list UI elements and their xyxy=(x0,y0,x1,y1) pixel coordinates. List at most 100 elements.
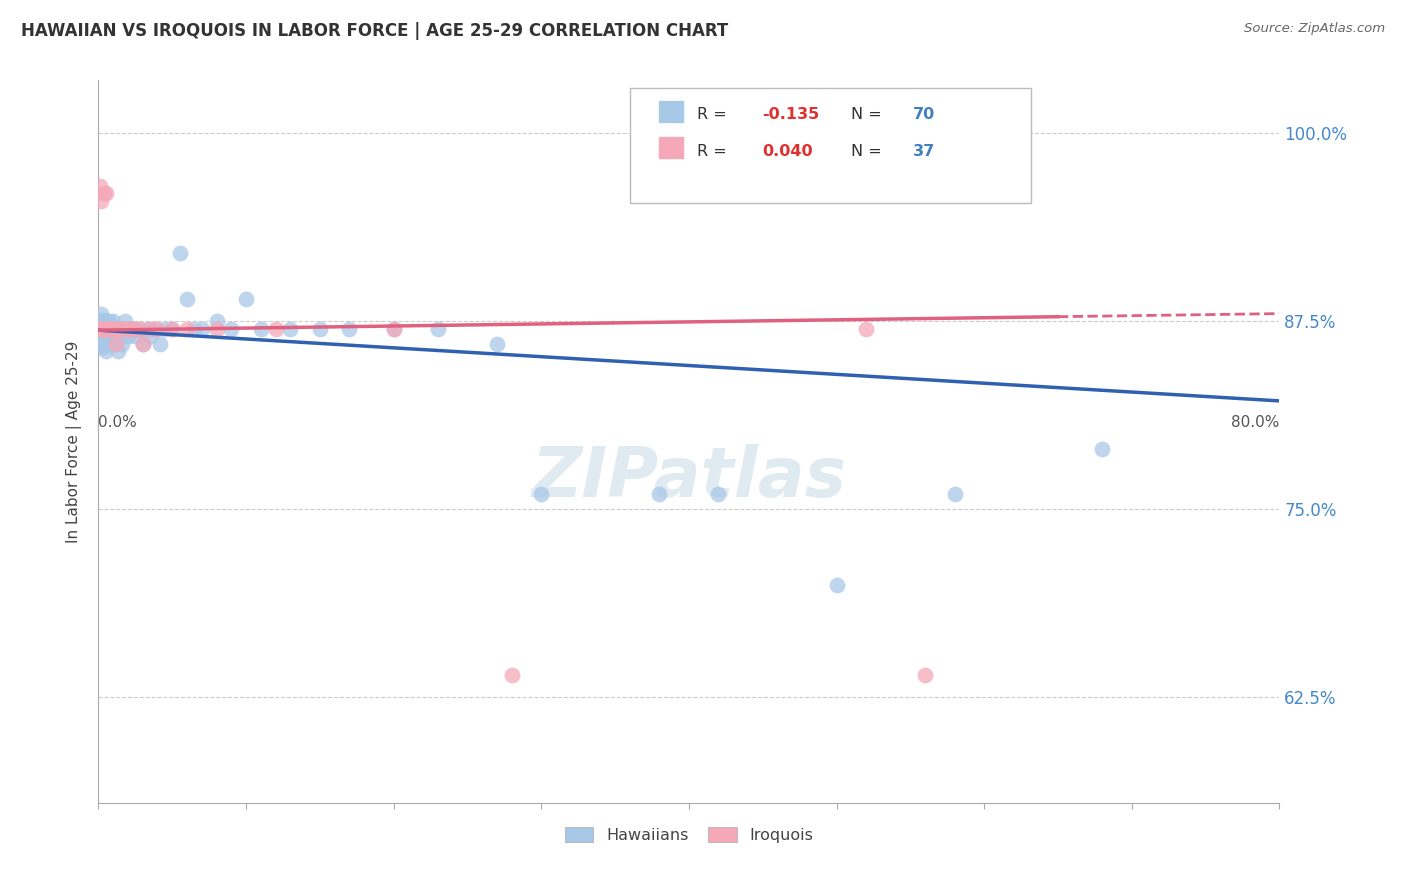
Point xyxy=(91,321,114,335)
Point xyxy=(91,321,114,335)
Point xyxy=(89,178,111,193)
Text: -0.135: -0.135 xyxy=(762,107,820,122)
Legend: Hawaiians, Iroquois: Hawaiians, Iroquois xyxy=(558,820,820,849)
Text: N =: N = xyxy=(851,107,887,122)
Point xyxy=(89,314,111,328)
Point xyxy=(176,292,198,306)
Point xyxy=(93,334,115,348)
Point xyxy=(93,325,115,339)
Point xyxy=(205,314,228,328)
Text: R =: R = xyxy=(697,107,733,122)
Point xyxy=(94,321,117,335)
Point xyxy=(191,321,214,335)
Point xyxy=(205,321,228,335)
Point xyxy=(105,321,128,335)
Point xyxy=(90,321,112,335)
Text: R =: R = xyxy=(697,144,733,159)
Point xyxy=(1091,442,1114,456)
Point xyxy=(111,321,134,335)
Point xyxy=(427,321,450,335)
Text: 0.040: 0.040 xyxy=(762,144,813,159)
Point xyxy=(107,344,129,359)
Point xyxy=(139,329,162,343)
Point xyxy=(98,321,121,335)
Point xyxy=(111,336,134,351)
Point xyxy=(146,321,169,335)
Point xyxy=(183,321,205,335)
Point xyxy=(103,329,125,343)
Point xyxy=(97,321,120,335)
Point xyxy=(103,314,125,328)
Point xyxy=(120,321,142,335)
Point xyxy=(90,307,112,321)
Text: 0.0%: 0.0% xyxy=(98,415,138,430)
Point xyxy=(110,329,132,343)
Point xyxy=(107,321,129,335)
Point xyxy=(149,336,172,351)
Point xyxy=(486,336,509,351)
Text: N =: N = xyxy=(851,144,887,159)
Point xyxy=(89,321,111,335)
Point xyxy=(124,321,146,335)
Point xyxy=(221,321,243,335)
Point xyxy=(103,321,125,335)
Point xyxy=(382,321,405,335)
Text: 70: 70 xyxy=(914,107,935,122)
Point xyxy=(153,321,176,335)
Point xyxy=(90,321,112,335)
Point xyxy=(105,336,128,351)
Point xyxy=(114,321,136,335)
Point xyxy=(93,321,115,335)
Point xyxy=(98,334,121,348)
Point xyxy=(264,321,287,335)
Point xyxy=(93,186,115,201)
Point xyxy=(107,321,129,335)
Point xyxy=(235,292,257,306)
Point xyxy=(855,321,877,335)
Point xyxy=(90,329,112,343)
Point xyxy=(382,321,405,335)
Point xyxy=(132,336,155,351)
Point xyxy=(648,487,671,501)
Point xyxy=(100,336,122,351)
Point xyxy=(100,321,122,335)
Point xyxy=(143,321,166,335)
Point xyxy=(97,314,120,328)
Point xyxy=(530,487,553,501)
Point xyxy=(94,344,117,359)
Point xyxy=(132,336,155,351)
Point xyxy=(94,321,117,335)
Point xyxy=(707,487,730,501)
Point xyxy=(339,321,361,335)
Bar xyxy=(659,101,683,122)
Point xyxy=(162,321,183,335)
Point xyxy=(943,487,966,501)
Point xyxy=(825,577,848,591)
Point xyxy=(91,321,114,335)
Text: 80.0%: 80.0% xyxy=(1232,415,1279,430)
Point xyxy=(128,321,150,335)
Point xyxy=(110,321,132,335)
Point xyxy=(93,312,115,326)
Point xyxy=(118,321,141,335)
Point xyxy=(91,340,114,354)
Point xyxy=(100,321,122,335)
Y-axis label: In Labor Force | Age 25-29: In Labor Force | Age 25-29 xyxy=(66,341,83,542)
Point xyxy=(136,321,159,335)
Point xyxy=(89,336,111,351)
Point xyxy=(94,314,117,328)
FancyBboxPatch shape xyxy=(630,87,1032,203)
Point xyxy=(176,321,198,335)
Point xyxy=(501,668,523,682)
Point xyxy=(96,321,118,335)
Point xyxy=(914,668,936,682)
Point xyxy=(115,321,138,335)
Point xyxy=(96,329,118,343)
Text: Source: ZipAtlas.com: Source: ZipAtlas.com xyxy=(1244,22,1385,36)
Point xyxy=(117,329,139,343)
Point xyxy=(104,321,127,335)
Point xyxy=(97,321,120,335)
Point xyxy=(90,194,112,208)
Point xyxy=(309,321,332,335)
Point xyxy=(96,321,118,335)
